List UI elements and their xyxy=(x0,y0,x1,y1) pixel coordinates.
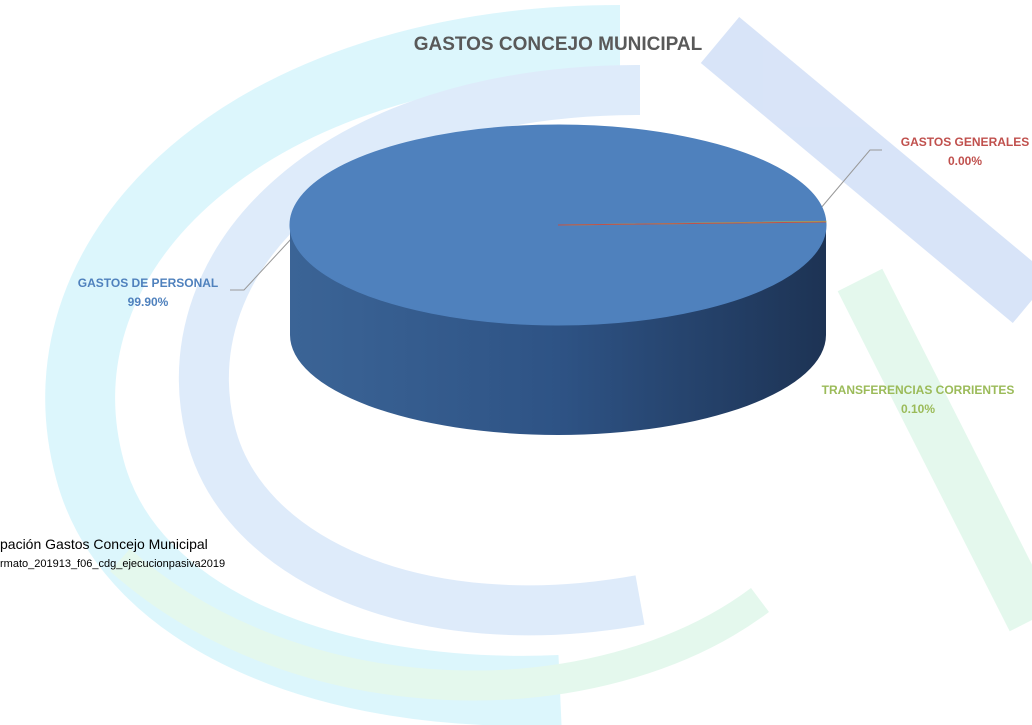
chart-title: GASTOS CONCEJO MUNICIPAL xyxy=(414,34,703,55)
caption-source: rmato_201913_f06_cdg_ejecucionpasiva2019 xyxy=(0,558,225,570)
data-label-category: GASTOS GENERALES xyxy=(901,135,1029,149)
watermark xyxy=(45,5,1032,725)
data-label-value: 0.00% xyxy=(948,154,982,168)
pie-slice xyxy=(289,124,827,326)
leader-line xyxy=(230,237,293,291)
data-label-value: 99.90% xyxy=(128,295,169,309)
pie-slice xyxy=(557,221,826,226)
data-label-value: 0.10% xyxy=(901,402,935,416)
data-label-category: TRANSFERENCIAS CORRIENTES xyxy=(822,383,1015,397)
pie-slice-side xyxy=(290,225,826,435)
leader-line xyxy=(814,149,882,216)
data-label-category: GASTOS DE PERSONAL xyxy=(78,276,218,290)
caption-title: pación Gastos Concejo Municipal xyxy=(0,536,208,552)
